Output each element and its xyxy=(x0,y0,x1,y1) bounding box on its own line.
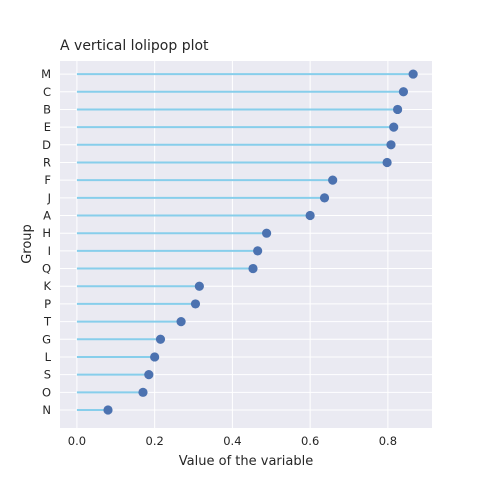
y-tick-label-C: C xyxy=(43,85,51,99)
chart-title: A vertical lolipop plot xyxy=(60,38,209,54)
marker-A xyxy=(305,210,315,221)
x-tick-label: 0.8 xyxy=(379,434,397,448)
marker-D xyxy=(386,140,396,150)
x-tick-labels: 0.0 0.2 0.4 0.6 0.8 xyxy=(68,434,397,448)
x-tick-label: 0.2 xyxy=(146,434,164,448)
marker-C xyxy=(398,87,409,97)
marker-F xyxy=(328,175,338,185)
marker-R xyxy=(382,157,392,168)
y-tick-label-M: M xyxy=(41,67,51,81)
marker-B xyxy=(392,104,403,115)
marker-T xyxy=(176,317,186,327)
y-tick-label-F: F xyxy=(44,173,51,187)
marker-S xyxy=(144,370,154,380)
marker-O xyxy=(138,387,148,397)
markers xyxy=(103,69,418,415)
y-tick-label-E: E xyxy=(44,120,51,134)
y-tick-label-Q: Q xyxy=(42,262,51,276)
marker-E xyxy=(389,122,399,132)
y-tick-label-P: P xyxy=(44,297,51,311)
x-tick-label: 0.0 xyxy=(68,434,86,448)
y-tick-label-A: A xyxy=(43,209,51,223)
y-tick-label-L: L xyxy=(45,350,52,364)
y-tick-label-G: G xyxy=(42,332,51,346)
y-tick-label-N: N xyxy=(42,403,51,417)
y-tick-label-I: I xyxy=(48,244,51,258)
marker-Q xyxy=(248,263,258,274)
y-tick-label-T: T xyxy=(43,315,52,329)
y-tick-label-D: D xyxy=(42,138,51,152)
marker-J xyxy=(319,193,330,203)
x-tick-label: 0.6 xyxy=(301,434,319,448)
y-axis-label: Group xyxy=(20,224,35,264)
y-tick-label-J: J xyxy=(47,191,51,205)
y-tick-label-O: O xyxy=(42,385,51,399)
marker-L xyxy=(150,352,160,362)
marker-K xyxy=(194,281,204,291)
marker-N xyxy=(103,405,113,415)
plot-area xyxy=(60,61,432,428)
y-tick-label-S: S xyxy=(44,368,51,382)
marker-P xyxy=(190,299,201,309)
stems xyxy=(76,73,414,411)
marker-G xyxy=(155,334,166,344)
x-axis-label: Value of the variable xyxy=(179,454,313,469)
y-tick-label-H: H xyxy=(42,226,51,240)
x-tick-label: 0.4 xyxy=(223,434,241,448)
y-tick-label-K: K xyxy=(43,279,51,293)
y-tick-label-B: B xyxy=(43,102,51,116)
marker-M xyxy=(408,69,418,79)
y-tick-label-R: R xyxy=(43,155,51,169)
marker-H xyxy=(262,228,272,238)
marker-I xyxy=(253,246,263,256)
